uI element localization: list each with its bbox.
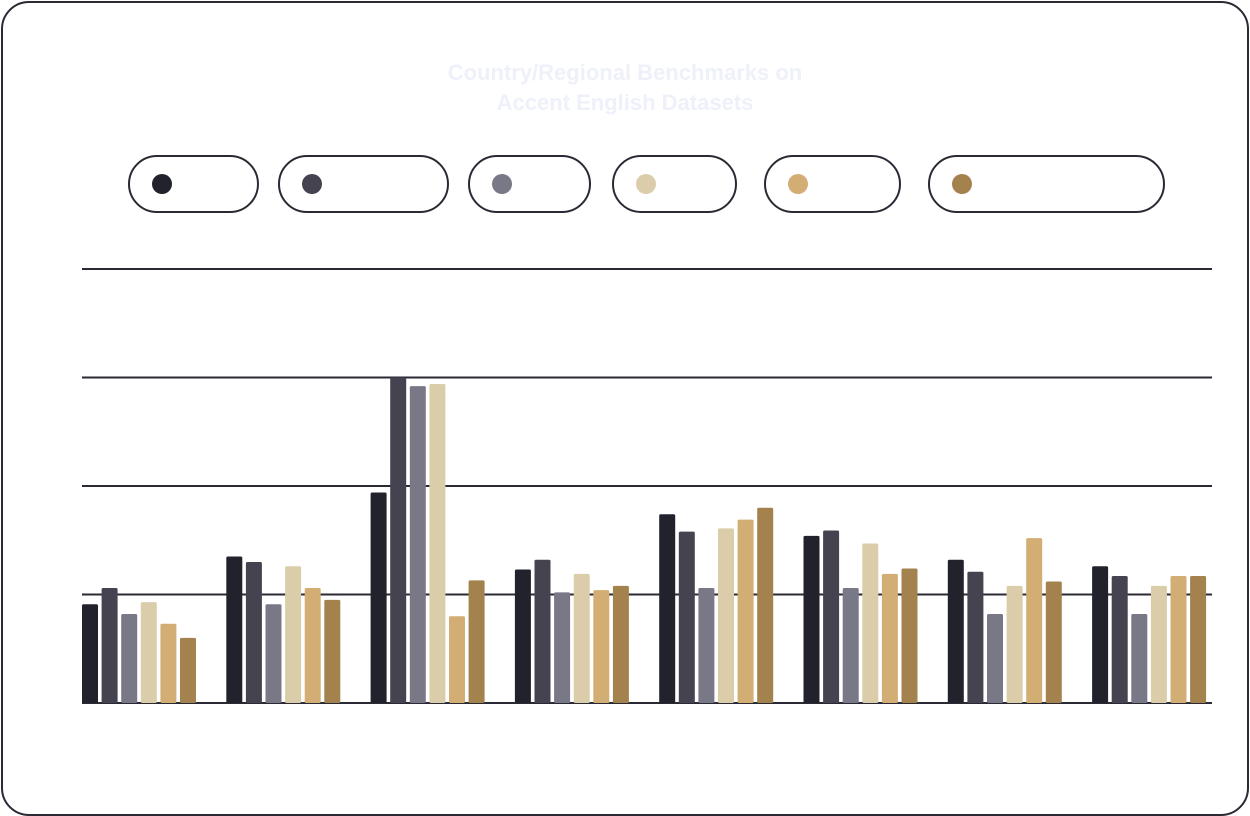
legend-swatch-icon bbox=[302, 174, 322, 194]
bar-group-3-series-2 bbox=[554, 592, 571, 703]
bar-group-3-series-0 bbox=[514, 569, 531, 703]
bar-group-6-series-5 bbox=[1045, 581, 1062, 703]
bar-group-7-series-5 bbox=[1190, 576, 1207, 703]
bar-group-4-series-5 bbox=[757, 507, 774, 703]
legend-swatch-icon bbox=[636, 174, 656, 194]
bar-group-0-series-2 bbox=[121, 614, 138, 703]
bar-group-2-series-0 bbox=[370, 492, 387, 703]
bar-group-6-series-1 bbox=[967, 571, 984, 703]
bar-group-1-series-4 bbox=[304, 587, 321, 703]
bar-group-7-series-4 bbox=[1170, 576, 1187, 703]
bar-group-3-series-3 bbox=[573, 573, 590, 703]
bar-group-6-series-2 bbox=[987, 614, 1003, 703]
bar-group-2-series-1 bbox=[390, 377, 407, 703]
bar-group-0-series-4 bbox=[160, 623, 177, 703]
legend-item-4[interactable] bbox=[764, 155, 901, 213]
bar-group-1-series-3 bbox=[285, 566, 302, 703]
chart-title-line-1: Country/Regional Benchmarks on bbox=[447, 60, 803, 85]
legend-item-0[interactable] bbox=[128, 155, 259, 213]
legend-swatch-icon bbox=[152, 174, 172, 194]
bar-group-2-series-3 bbox=[429, 384, 446, 703]
bar-group-5-series-4 bbox=[881, 573, 898, 703]
bar-group-0-series-1 bbox=[101, 587, 118, 703]
bar-group-5-series-3 bbox=[862, 543, 879, 703]
bar-group-3-series-4 bbox=[593, 590, 610, 703]
bar-group-3-series-1 bbox=[534, 559, 551, 703]
bar-group-5-series-2 bbox=[842, 587, 859, 703]
bar-group-2-series-4 bbox=[449, 616, 465, 703]
bar-group-4-series-0 bbox=[659, 514, 676, 703]
bar-group-7-series-1 bbox=[1111, 576, 1128, 703]
bar-group-7-series-2 bbox=[1131, 614, 1148, 703]
bar-group-7-series-3 bbox=[1150, 585, 1167, 703]
bar-group-6-series-0 bbox=[947, 559, 964, 703]
legend-item-3[interactable] bbox=[612, 155, 737, 213]
bar-group-5-series-0 bbox=[803, 535, 820, 703]
chart-title: Country/Regional Benchmarks on Accent En… bbox=[0, 58, 1250, 118]
bar-group-1-series-0 bbox=[226, 556, 243, 703]
bar-group-2-series-5 bbox=[468, 580, 485, 703]
bar-group-7-series-0 bbox=[1092, 566, 1109, 703]
bar-group-1-series-2 bbox=[265, 604, 282, 703]
legend-swatch-icon bbox=[788, 174, 808, 194]
legend-swatch-icon bbox=[952, 174, 972, 194]
bar-group-1-series-5 bbox=[324, 599, 341, 703]
bar-group-0-series-5 bbox=[180, 637, 196, 703]
bar-group-5-series-1 bbox=[823, 530, 840, 703]
bar-group-5-series-5 bbox=[901, 568, 918, 703]
bar-group-1-series-1 bbox=[245, 561, 262, 703]
bar-group-6-series-4 bbox=[1026, 538, 1043, 703]
legend-item-1[interactable] bbox=[278, 155, 449, 213]
bar-group-4-series-1 bbox=[678, 531, 695, 703]
bar-group-6-series-3 bbox=[1006, 585, 1023, 703]
bar-group-4-series-4 bbox=[737, 519, 754, 703]
legend-item-5[interactable] bbox=[928, 155, 1165, 213]
bar-group-4-series-3 bbox=[718, 528, 734, 703]
bar-group-2-series-2 bbox=[409, 386, 426, 703]
legend-swatch-icon bbox=[492, 174, 512, 194]
bar-group-0-series-3 bbox=[140, 602, 157, 703]
bar-group-4-series-2 bbox=[698, 587, 715, 703]
bar-group-3-series-5 bbox=[612, 585, 629, 703]
bar-group-0-series-0 bbox=[82, 604, 98, 703]
legend-item-2[interactable] bbox=[468, 155, 591, 213]
chart-title-line-2: Accent English Datasets bbox=[496, 90, 754, 115]
